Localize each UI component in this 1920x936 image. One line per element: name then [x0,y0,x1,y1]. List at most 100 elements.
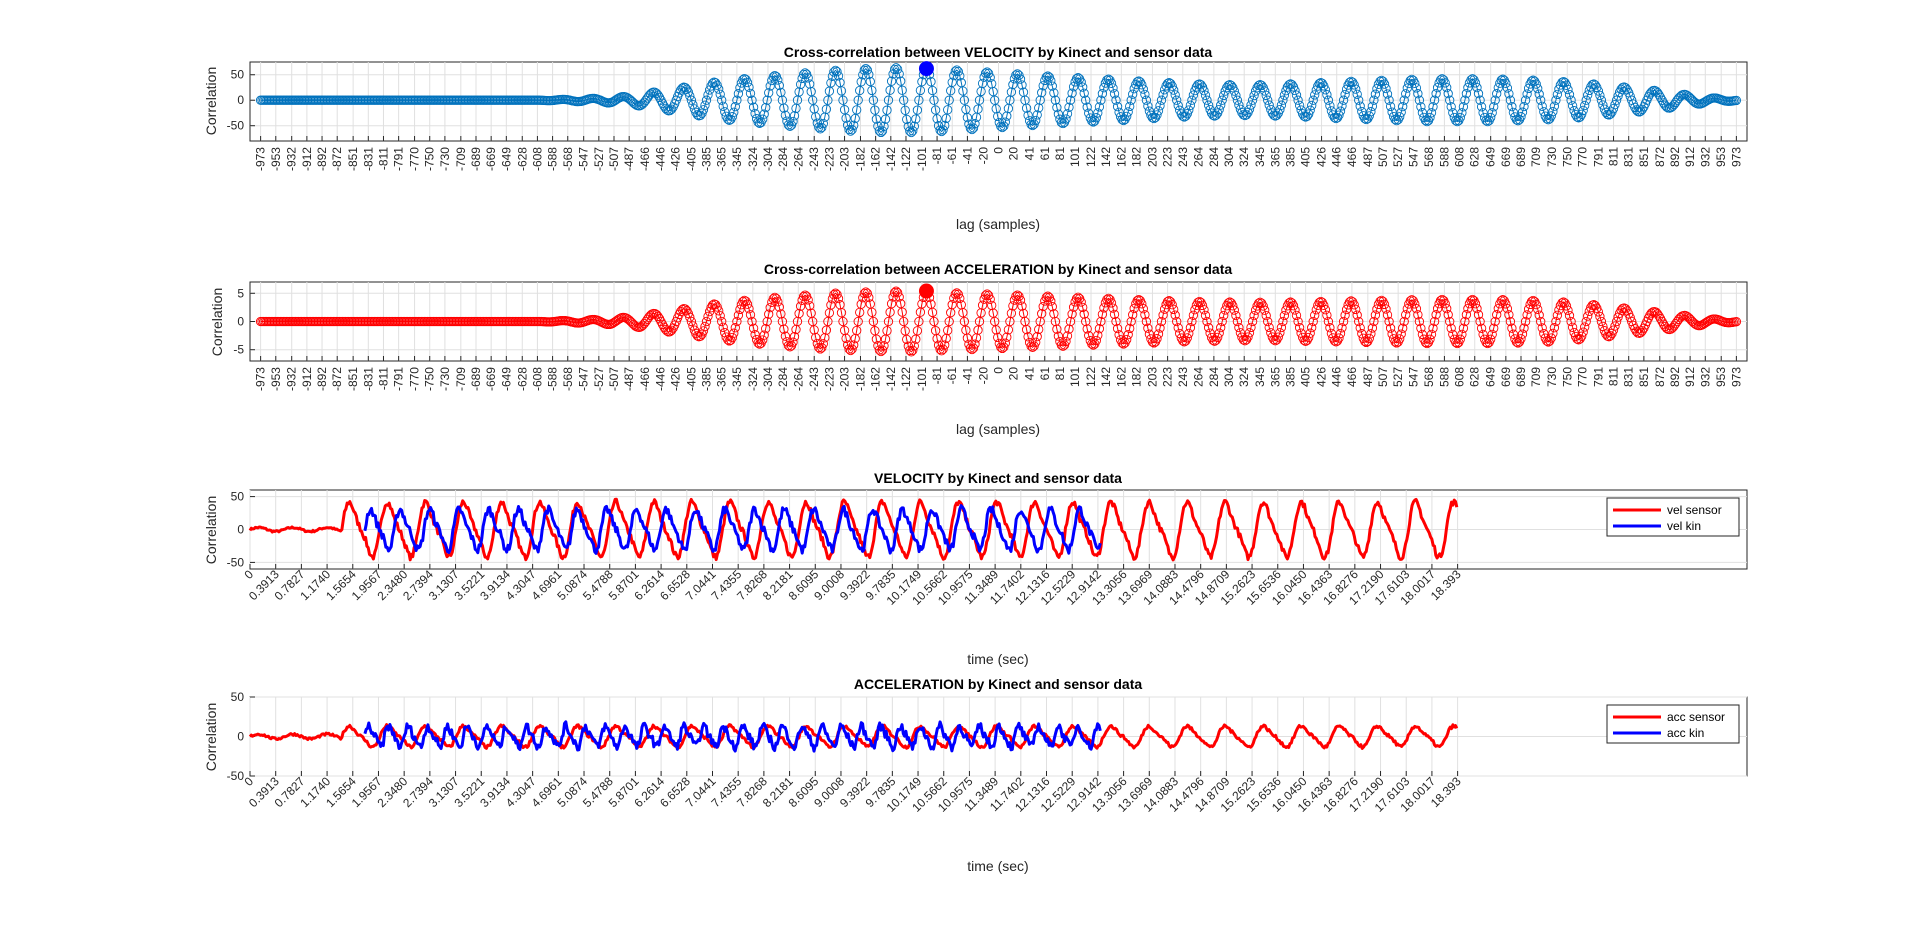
data-point [1487,329,1497,340]
data-point [1360,336,1370,346]
data-point [1047,81,1057,91]
data-point [1546,111,1556,121]
data-point [1328,110,1338,120]
x-tick-label: 791 [1591,367,1605,387]
data-point [636,100,646,110]
data-point [1132,77,1142,87]
x-tick-label: -385 [700,367,714,391]
x-tick-label: -426 [668,367,682,391]
data-point [1043,71,1053,81]
data-point [927,307,938,318]
data-point [1334,333,1344,343]
data-point [958,86,968,96]
x-tick-label: -81 [930,367,944,385]
data-point [1364,111,1374,121]
data-point [1088,340,1098,350]
data-point [808,95,818,105]
data-point [747,316,757,327]
data-point [1161,81,1171,91]
y-axis-label: Correlation [203,703,219,771]
data-point [900,105,910,115]
x-tick-label: -405 [684,147,698,171]
data-point [685,312,695,322]
data-point [936,346,947,356]
data-point [1156,95,1167,105]
data-point [1214,104,1224,115]
data-point [1611,316,1622,327]
x-tick-label: -791 [392,367,406,391]
data-point [1402,304,1412,314]
data-point [856,299,866,309]
data-point [729,328,739,338]
data-point [1073,292,1083,302]
data-point [1232,316,1243,327]
data-point [962,112,973,123]
data-point [1355,101,1365,111]
data-point [1255,80,1265,90]
data-point [997,343,1007,354]
x-tick-label: -507 [607,147,621,171]
data-point [1566,95,1576,105]
data-point [1520,316,1531,327]
x-tick-label: -405 [684,367,698,391]
data-point [1643,92,1654,102]
data-point [1489,102,1499,112]
data-point [759,330,769,340]
data-point [1428,323,1438,333]
data-point [1490,316,1500,327]
data-point [1569,327,1579,338]
data-point [1093,330,1103,340]
series-line [248,497,1459,562]
data-point [773,75,783,85]
x-axis-label: time (sec) [967,858,1028,874]
x-tick-label: 750 [1560,367,1574,387]
data-point [1325,101,1335,111]
data-point [683,87,693,97]
data-point [1288,301,1299,311]
data-point [1249,90,1259,101]
data-point [1542,114,1552,124]
data-point [1078,82,1088,92]
data-point [1410,299,1420,309]
x-tick-label: -324 [746,367,760,391]
data-point [1379,79,1390,89]
data-point [1563,305,1573,315]
data-point [1261,310,1271,321]
data-point [1657,316,1667,327]
data-point [1361,114,1371,125]
data-point [1071,293,1082,304]
data-point [701,316,712,327]
data-point [1613,312,1623,322]
series-layer [248,497,1459,562]
data-point [1370,310,1381,320]
data-point [1231,310,1241,321]
data-point [710,78,721,88]
data-point [732,316,742,327]
data-point [1616,305,1626,315]
data-point [876,127,886,138]
data-point [962,333,973,343]
x-tick-label: -628 [515,147,529,171]
data-point [1575,334,1585,344]
data-point [1610,321,1620,331]
data-point [1061,336,1071,347]
data-point [1546,333,1556,343]
data-point [1405,75,1415,86]
data-point [1308,316,1318,327]
data-point [862,65,872,75]
data-point [1269,110,1279,120]
x-tick-label: 101 [1068,367,1082,387]
data-point [953,289,963,299]
data-point [1123,329,1133,340]
data-point [1637,104,1647,115]
data-point [982,67,992,77]
data-point [1229,86,1239,96]
data-point [613,314,624,324]
data-point [1381,83,1391,94]
x-tick-label: -142 [884,147,898,171]
data-point [1068,82,1079,92]
data-point [811,112,821,122]
data-point [1563,84,1573,95]
x-tick-label: -345 [730,147,744,171]
data-point [1573,335,1584,345]
